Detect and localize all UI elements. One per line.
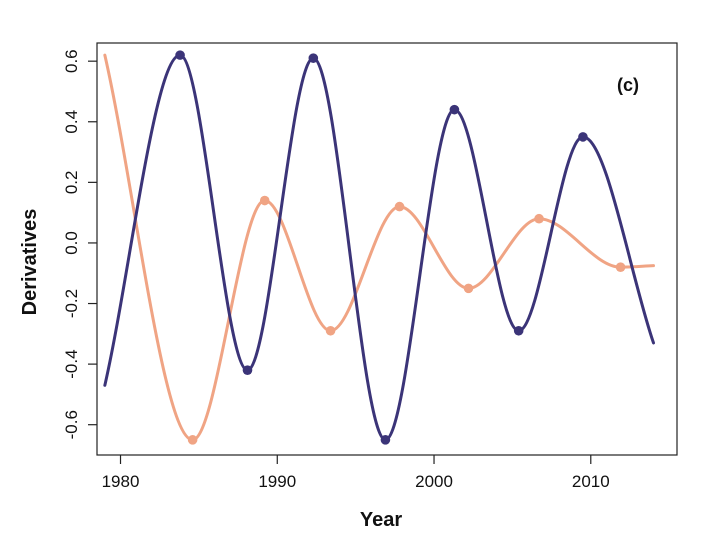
series-1-line — [103, 53, 655, 442]
series-1-point — [308, 53, 319, 63]
series-1-point — [242, 365, 253, 375]
series-2-point — [259, 195, 270, 206]
series-2-line — [103, 53, 655, 442]
series-1-point — [449, 104, 460, 115]
x-tick-label: 1990 — [258, 472, 296, 491]
series-2-point — [394, 201, 405, 212]
panel-label: (c) — [617, 75, 639, 95]
series-layer — [103, 50, 655, 445]
y-axis-title: Derivatives — [19, 209, 41, 316]
series-2-point — [463, 283, 474, 294]
y-tick-label: 0.2 — [62, 171, 81, 195]
y-tick-label: -0.2 — [62, 289, 81, 318]
y-tick-label: -0.6 — [62, 410, 81, 439]
x-axis-title: Year — [360, 509, 402, 531]
series-1-point — [175, 50, 185, 60]
x-tick-label: 1980 — [102, 472, 140, 491]
x-tick-label: 2000 — [415, 472, 453, 491]
series-2-point — [187, 435, 198, 445]
x-tick-label: 2010 — [572, 472, 610, 491]
series-1-point — [513, 325, 524, 336]
y-tick-label: -0.4 — [62, 349, 81, 378]
series-2-point — [534, 213, 544, 224]
series-2-point — [615, 262, 626, 272]
series-1-point — [380, 435, 391, 445]
y-tick-label: 0.4 — [62, 110, 81, 134]
x-axis: 1980 1990 2000 2010 — [102, 455, 610, 491]
series-2-point — [325, 325, 336, 336]
plot-frame — [96, 42, 678, 456]
y-tick-label: 0.0 — [62, 231, 81, 255]
series-1-point — [578, 132, 588, 142]
y-tick-label: 0.6 — [62, 49, 81, 73]
y-axis: -0.6 -0.4 -0.2 0.0 0.2 0.4 0.6 — [62, 49, 97, 439]
